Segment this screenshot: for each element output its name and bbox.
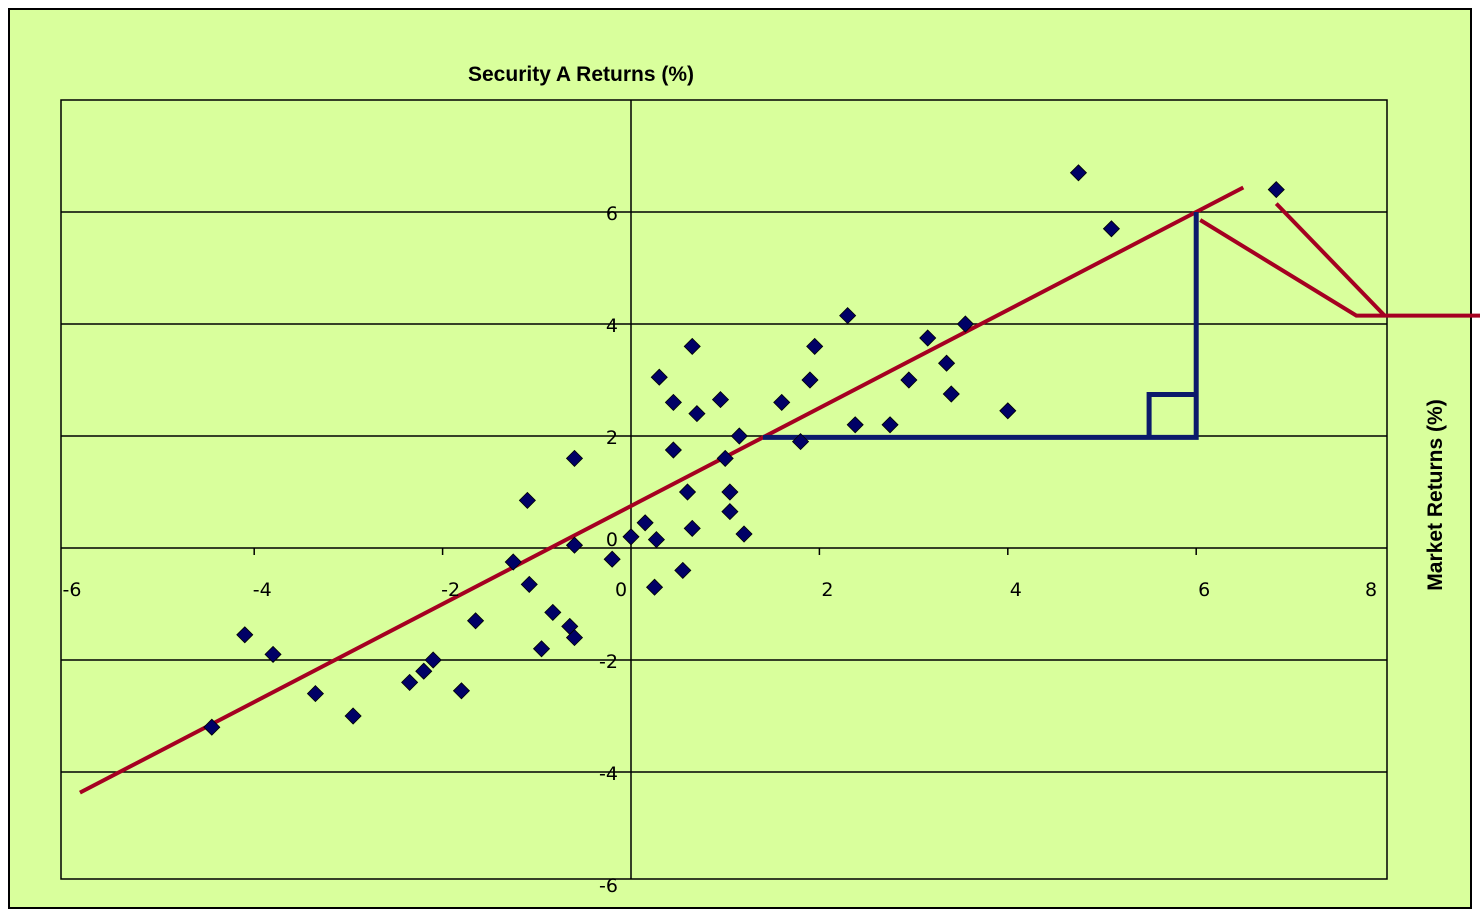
data-point bbox=[236, 626, 254, 644]
data-point bbox=[636, 514, 654, 532]
data-point bbox=[721, 503, 739, 521]
y-tick-label: -4 bbox=[599, 763, 618, 785]
data-point bbox=[688, 405, 706, 423]
x-axis-title: Market Returns (%) bbox=[1424, 399, 1447, 590]
y-tick-label: 0 bbox=[606, 529, 618, 551]
data-point bbox=[683, 337, 701, 355]
data-point bbox=[919, 329, 937, 347]
data-point bbox=[532, 640, 551, 658]
plot-area-frame bbox=[60, 99, 1388, 880]
data-point bbox=[801, 371, 819, 389]
gridlines bbox=[61, 211, 1387, 773]
data-point bbox=[664, 393, 682, 411]
data-point bbox=[306, 685, 324, 703]
data-point bbox=[565, 629, 584, 647]
data-point bbox=[415, 662, 433, 680]
data-point bbox=[942, 385, 960, 403]
data-point bbox=[518, 491, 536, 509]
data-point bbox=[264, 645, 282, 663]
regression-line-group bbox=[79, 185, 1480, 795]
data-point bbox=[664, 441, 682, 459]
x-tick-label: 2 bbox=[821, 579, 833, 601]
data-point bbox=[735, 525, 753, 543]
data-point bbox=[520, 575, 538, 593]
data-point bbox=[1102, 220, 1120, 238]
data-point bbox=[938, 354, 956, 372]
data-point bbox=[678, 483, 697, 501]
data-point bbox=[622, 528, 640, 546]
data-points bbox=[203, 164, 1285, 736]
x-tick-label: 8 bbox=[1365, 579, 1377, 601]
y-tick-label: -6 bbox=[599, 875, 618, 897]
data-point bbox=[773, 393, 791, 411]
y-tick-label: 6 bbox=[606, 203, 618, 225]
data-point bbox=[452, 682, 471, 700]
data-point bbox=[504, 553, 522, 571]
data-point bbox=[650, 368, 668, 386]
data-point bbox=[645, 578, 664, 596]
data-point bbox=[565, 449, 584, 467]
x-tick-label: 0 bbox=[615, 579, 627, 601]
slope-triangle bbox=[762, 212, 1199, 440]
data-point bbox=[711, 391, 730, 409]
data-point bbox=[424, 651, 442, 669]
data-point bbox=[647, 531, 665, 549]
data-point bbox=[1267, 181, 1285, 199]
data-point bbox=[565, 536, 584, 554]
data-point bbox=[674, 561, 692, 579]
data-point bbox=[603, 550, 621, 568]
data-point bbox=[721, 483, 739, 501]
callout-connector bbox=[1199, 218, 1480, 318]
y-tick-label: -2 bbox=[599, 651, 618, 673]
data-point bbox=[544, 603, 562, 621]
data-point bbox=[839, 307, 857, 325]
data-point bbox=[401, 673, 419, 691]
data-point bbox=[716, 449, 734, 467]
data-point bbox=[791, 433, 810, 451]
callout-connector bbox=[1274, 202, 1387, 317]
data-point bbox=[846, 416, 864, 434]
x-tick-label: 6 bbox=[1198, 579, 1210, 601]
y-tick-label: 4 bbox=[606, 315, 618, 337]
y-axis-title: Security A Returns (%) bbox=[468, 63, 694, 86]
x-tick-label: -6 bbox=[63, 579, 82, 601]
data-point bbox=[956, 315, 974, 333]
axes bbox=[61, 100, 1387, 879]
data-point bbox=[1069, 164, 1088, 182]
y-tick-label: 2 bbox=[606, 427, 618, 449]
x-tick-label: -2 bbox=[441, 579, 460, 601]
slope-triangle-group bbox=[762, 212, 1199, 440]
x-tick-label: -4 bbox=[253, 579, 272, 601]
chart-background bbox=[8, 8, 1472, 909]
data-point bbox=[999, 402, 1017, 420]
data-point bbox=[203, 718, 221, 736]
data-point bbox=[344, 707, 362, 725]
data-point bbox=[900, 371, 918, 389]
data-point bbox=[881, 416, 899, 434]
right-angle-marker bbox=[1146, 392, 1197, 438]
data-point bbox=[467, 612, 485, 630]
x-tick-label: 4 bbox=[1010, 579, 1022, 601]
data-point bbox=[730, 427, 748, 445]
regression-line bbox=[79, 185, 1245, 795]
tick-labels: -6 -4 -2 0 2 4 6 8 6 4 2 0 -2 -4 -6 bbox=[63, 203, 1378, 897]
data-point bbox=[806, 337, 824, 355]
data-point bbox=[683, 519, 701, 537]
